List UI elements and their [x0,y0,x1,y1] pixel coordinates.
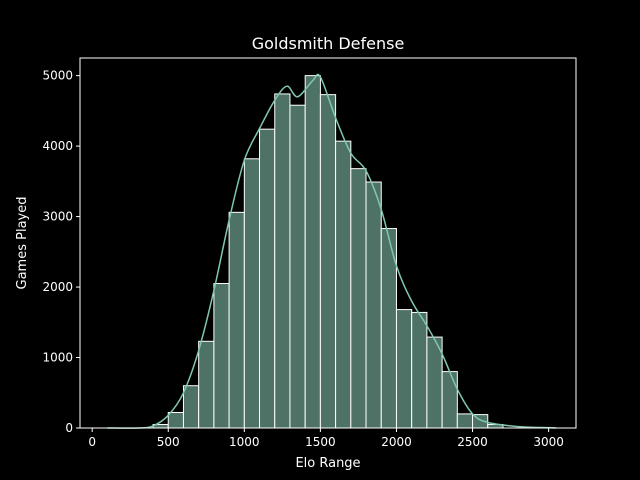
kde-group [107,73,557,429]
histogram-bar [319,94,337,429]
bars-group [152,75,504,429]
histogram-bar [182,385,200,429]
histogram-bar [365,181,382,429]
plot-frame [79,57,577,429]
histogram-bar [395,309,413,429]
histogram-bar [456,413,474,429]
histogram-bar [198,340,215,429]
chart-title: Goldsmith Defense [252,34,405,53]
histogram-bar [213,283,230,429]
histogram-bar [274,93,291,429]
histogram-bar [304,75,321,429]
x-axis-label: Elo Range [295,456,360,471]
histogram-bar [350,168,367,429]
histogram-bar [243,158,261,429]
histogram-bar [335,140,352,429]
x-tick-label: 2500 [457,435,488,449]
x-tick-label: 1000 [229,435,260,449]
histogram-bar [411,311,428,429]
histogram-bar [167,411,184,429]
x-tick-label: 500 [157,435,180,449]
x-tick-label: 2000 [381,435,412,449]
x-axis: 0 500 1000 1500 2000 2500 3000 [88,428,564,449]
y-tick-label: 0 [65,421,73,435]
y-tick-label: 5000 [42,69,73,83]
y-axis-label: Games Played [15,197,30,290]
x-tick-label: 3000 [533,435,564,449]
histogram-bar [441,371,458,429]
x-tick-label: 0 [88,435,96,449]
histogram-bar [289,104,306,429]
histogram-bar [228,211,245,429]
y-tick-label: 4000 [42,139,73,153]
y-tick-label: 3000 [42,210,73,224]
kde-line [107,73,557,429]
y-tick-label: 1000 [42,351,73,365]
histogram-bar [259,128,276,429]
y-axis: 0 1000 2000 3000 4000 5000 [42,69,80,435]
x-tick-label: 1500 [305,435,336,449]
y-tick-label: 2000 [42,280,73,294]
